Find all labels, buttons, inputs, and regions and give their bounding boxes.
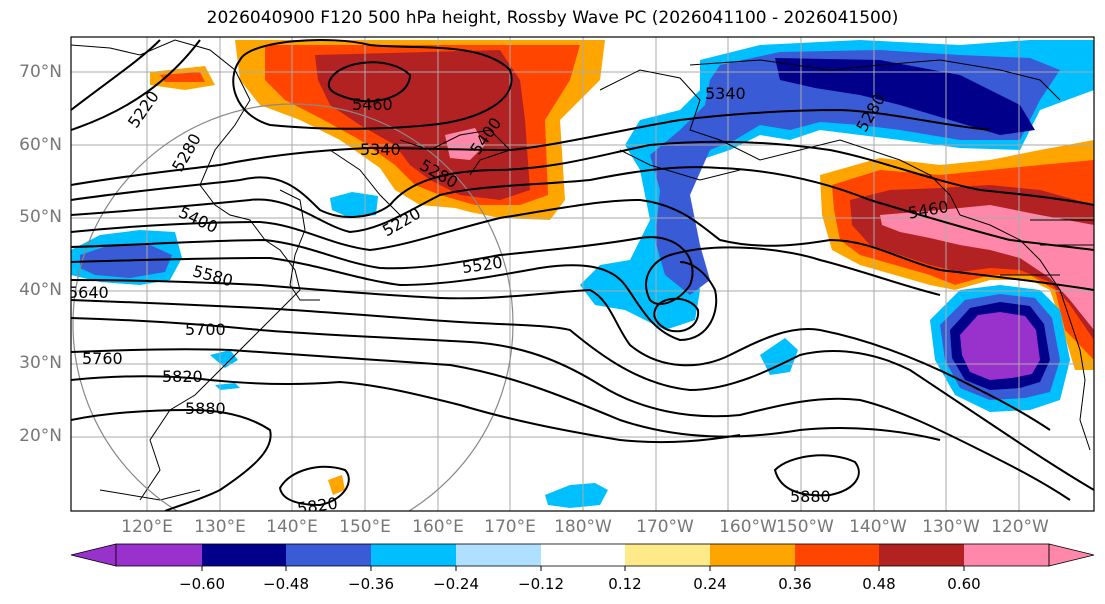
contour-label: 5340 (705, 84, 746, 103)
colorbar-segment (371, 544, 456, 566)
colorbar-tick-label: 0.12 (608, 575, 642, 593)
colorbar-outline (115, 543, 1050, 567)
lon-label-140w: 140°W (849, 517, 907, 537)
colorbar-segment (116, 544, 202, 566)
lon-label-120w: 120°W (991, 517, 1049, 537)
lon-label-180w: 180°W (554, 517, 612, 537)
colorbar-segment (541, 544, 625, 566)
shading-positive-gulf-of-alaska (820, 140, 1094, 370)
contour-label: 5340 (360, 140, 401, 159)
colorbar-segment (710, 544, 795, 566)
lat-label-30n: 30°N (19, 353, 62, 373)
colorbar-tick-label: 0.60 (947, 575, 981, 593)
contour-label: 5880 (790, 487, 831, 506)
contour-label: 5760 (82, 349, 123, 368)
map-frame (70, 36, 1095, 512)
colorbar-tick-label: −0.12 (518, 575, 564, 593)
lat-label-70n: 70°N (19, 62, 62, 82)
colorbar-extend-high (1048, 543, 1095, 567)
colorbar-segment (202, 544, 286, 566)
map-title: 2026040900 F120 500 hPa height, Rossby W… (206, 8, 899, 28)
lon-label-160w: 160°W (719, 517, 777, 537)
colorbar-segment (286, 544, 371, 566)
lon-label-170w: 170°W (636, 517, 694, 537)
colorbar-tick-label: 0.48 (862, 575, 896, 593)
colorbar-tick-label: 0.24 (693, 575, 727, 593)
colorbar-segment (879, 544, 964, 566)
contour-label: 5820 (296, 494, 339, 518)
lon-label-170e: 170°E (484, 517, 536, 537)
lat-label-60n: 60°N (19, 135, 62, 155)
colorbar (70, 543, 1095, 571)
contour-label: 5820 (162, 367, 203, 386)
contour-label: 5700 (185, 320, 226, 339)
lon-label-150w: 150°W (776, 517, 834, 537)
colorbar-tick-label: −0.60 (179, 575, 225, 593)
colorbar-tick-label: −0.36 (348, 575, 394, 593)
lon-label-150e: 150°E (339, 517, 391, 537)
colorbar-extend-low (70, 543, 117, 567)
colorbar-tick-label: −0.48 (263, 575, 309, 593)
shading-negative-pacific (210, 40, 1094, 508)
colorbar-segment (964, 544, 1049, 566)
colorbar-tick-label: 0.36 (778, 575, 812, 593)
colorbar-segment (456, 544, 541, 566)
coastlines (71, 39, 1094, 501)
lon-label-120e: 120°E (121, 517, 173, 537)
colorbar-ticks (201, 566, 965, 571)
lat-label-40n: 40°N (19, 280, 62, 300)
lon-label-130e: 130°E (194, 517, 246, 537)
lat-label-50n: 50°N (19, 207, 62, 227)
colorbar-segment (795, 544, 879, 566)
colorbar-segment (625, 544, 710, 566)
lon-label-160e: 160°E (412, 517, 464, 537)
lon-label-130w: 130°W (922, 517, 980, 537)
contour-labels: 5220 5280 5400 5460 5340 5280 5220 5400 … (68, 84, 950, 518)
contour-label: 5880 (185, 399, 226, 418)
contour-label: 5640 (68, 283, 109, 302)
height-contours (71, 39, 1094, 511)
lon-label-140e: 140°E (266, 517, 318, 537)
colorbar-tick-label: −0.24 (433, 575, 479, 593)
lat-label-20n: 20°N (19, 426, 62, 446)
contour-label: 5460 (352, 95, 393, 114)
